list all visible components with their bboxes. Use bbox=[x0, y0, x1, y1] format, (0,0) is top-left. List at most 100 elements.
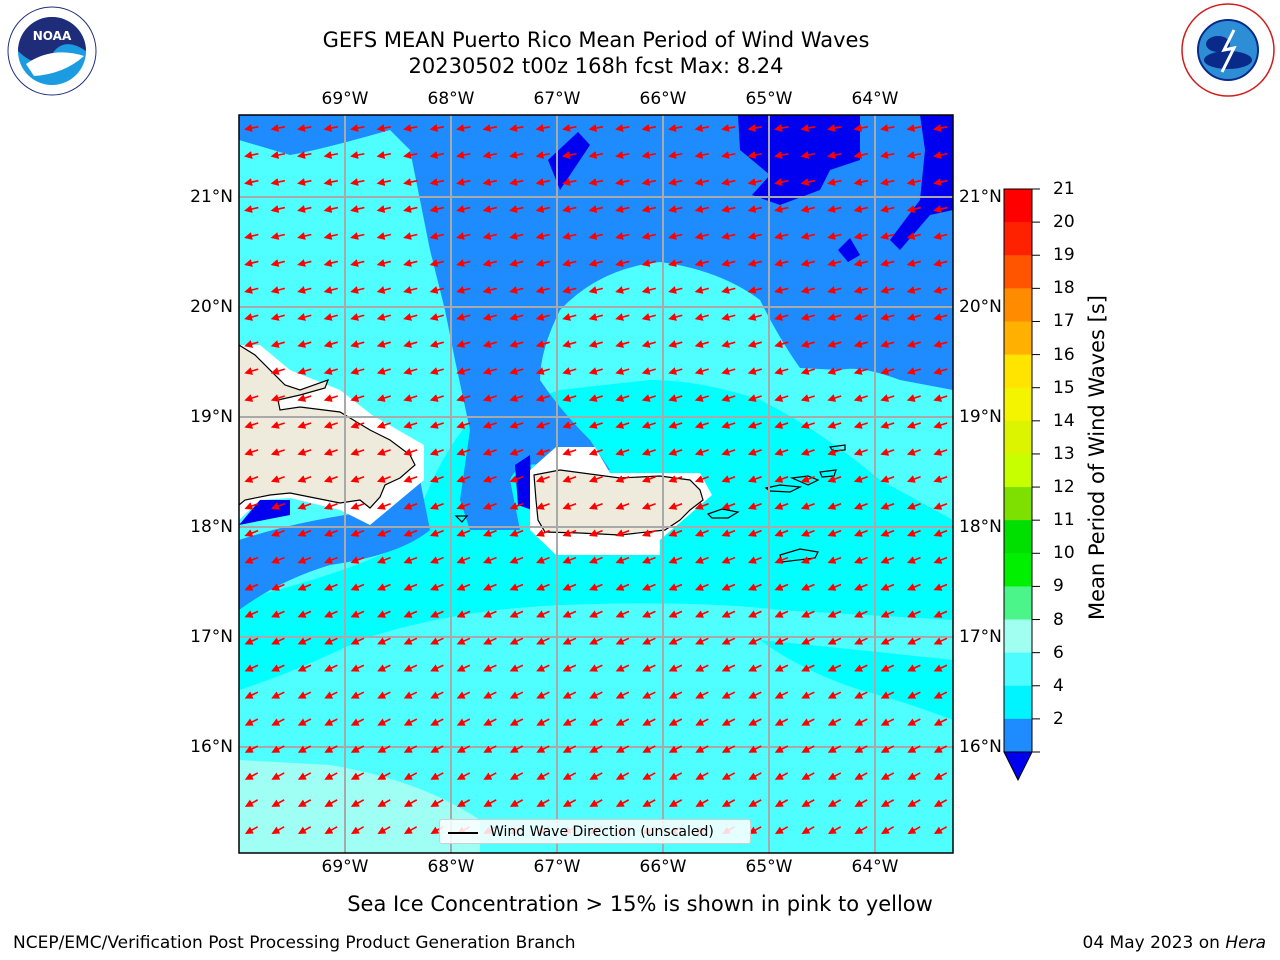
wave-arrow bbox=[615, 745, 630, 753]
wave-arrow bbox=[933, 232, 948, 240]
wave-arrow bbox=[668, 502, 683, 510]
wave-arrow bbox=[774, 367, 789, 375]
wave-arrow bbox=[403, 259, 418, 267]
wave-arrow bbox=[827, 556, 842, 564]
wave-arrow bbox=[800, 205, 816, 213]
wave-arrow bbox=[403, 205, 418, 213]
wave-arrow bbox=[377, 691, 391, 699]
wave-arrow bbox=[456, 556, 471, 564]
wave-arrow bbox=[297, 637, 312, 645]
wave-arrow bbox=[721, 367, 736, 375]
wave-arrow bbox=[615, 718, 630, 726]
wave-arrow bbox=[615, 178, 630, 186]
noaa-logo: NOAA bbox=[4, 6, 100, 96]
wave-arrow bbox=[774, 610, 789, 618]
wave-arrow bbox=[933, 772, 948, 780]
wave-arrow bbox=[694, 340, 709, 348]
wave-arrow bbox=[668, 718, 683, 726]
wave-arrow bbox=[747, 259, 763, 267]
wave-arrow bbox=[800, 313, 815, 321]
wave-arrow bbox=[827, 286, 842, 294]
wave-arrow bbox=[827, 691, 842, 699]
colorbar-tick-label: 9 bbox=[1053, 576, 1064, 597]
wave-arrow bbox=[880, 718, 895, 726]
colorbar-segment bbox=[1004, 619, 1032, 654]
wave-arrow bbox=[721, 772, 736, 780]
wave-arrow bbox=[800, 232, 816, 240]
wave-arrow bbox=[482, 394, 497, 402]
wave-arrow bbox=[509, 691, 524, 699]
wave-arrow bbox=[933, 826, 948, 834]
wave-arrow bbox=[509, 421, 524, 429]
wave-arrow bbox=[350, 178, 365, 186]
wave-arrow bbox=[694, 556, 709, 564]
colorbar-segment bbox=[1004, 652, 1032, 687]
wave-arrow bbox=[562, 124, 577, 132]
wave-arrow bbox=[562, 232, 577, 240]
wave-arrow bbox=[376, 232, 392, 240]
wave-arrow bbox=[562, 664, 577, 672]
wave-arrow bbox=[774, 286, 789, 294]
wave-arrow bbox=[801, 772, 815, 780]
wave-arrow bbox=[615, 502, 630, 510]
wave-arrow bbox=[721, 691, 736, 699]
wave-arrow bbox=[297, 475, 312, 483]
wave-arrow bbox=[403, 124, 418, 132]
wave-arrow bbox=[800, 124, 816, 132]
wave-arrow bbox=[509, 178, 524, 186]
wave-arrow bbox=[509, 556, 524, 564]
colorbar-tick-label: 16 bbox=[1053, 344, 1075, 365]
wave-arrow bbox=[482, 286, 497, 294]
wave-arrow bbox=[588, 556, 603, 564]
wave-arrow bbox=[350, 448, 365, 456]
colorbar-segment bbox=[1004, 453, 1032, 488]
wave-arrow bbox=[483, 799, 497, 807]
wave-arrow bbox=[641, 205, 657, 213]
wave-arrow bbox=[827, 448, 842, 456]
wave-arrow bbox=[377, 583, 391, 591]
wave-arrow bbox=[244, 394, 259, 402]
wave-arrow bbox=[562, 610, 577, 618]
wave-arrow bbox=[324, 664, 338, 672]
wave-arrow bbox=[430, 583, 444, 591]
wave-arrow bbox=[244, 475, 259, 483]
wave-arrow bbox=[615, 205, 630, 213]
wave-arrow bbox=[668, 556, 683, 564]
wave-arrow bbox=[748, 583, 762, 591]
wave-arrow bbox=[933, 799, 948, 807]
wave-arrow bbox=[853, 151, 869, 159]
wave-arrow bbox=[297, 205, 312, 213]
wave-arrow bbox=[641, 475, 656, 483]
wave-arrow bbox=[483, 637, 497, 645]
wave-arrow bbox=[933, 745, 948, 753]
wave-arrow bbox=[244, 340, 259, 348]
wave-arrow bbox=[456, 394, 471, 402]
wave-arrow bbox=[403, 421, 418, 429]
wave-arrow bbox=[244, 583, 259, 591]
wave-arrow bbox=[562, 421, 577, 429]
wave-arrow bbox=[377, 637, 391, 645]
wave-arrow bbox=[695, 691, 709, 699]
wave-arrow bbox=[376, 448, 391, 456]
wave-arrow bbox=[880, 529, 895, 537]
wave-arrow bbox=[853, 394, 868, 402]
wave-arrow bbox=[721, 475, 736, 483]
wave-arrow bbox=[562, 340, 577, 348]
wave-arrow bbox=[747, 205, 763, 213]
wave-arrow bbox=[721, 637, 736, 645]
wave-arrow bbox=[562, 286, 577, 294]
wave-arrow bbox=[801, 718, 815, 726]
wave-arrow bbox=[482, 232, 498, 240]
wave-arrow bbox=[323, 529, 338, 537]
wave-arrow bbox=[694, 124, 710, 132]
wave-arrow bbox=[456, 799, 471, 807]
colorbar-segment bbox=[1004, 553, 1032, 587]
wave-arrow bbox=[748, 610, 762, 618]
wave-arrow bbox=[641, 232, 657, 240]
wave-arrow bbox=[721, 610, 736, 618]
wave-arrow bbox=[323, 448, 338, 456]
wave-arrow bbox=[403, 502, 418, 510]
wave-arrow bbox=[324, 637, 338, 645]
wave-arrow bbox=[244, 313, 259, 321]
wave-arrow bbox=[907, 610, 921, 618]
